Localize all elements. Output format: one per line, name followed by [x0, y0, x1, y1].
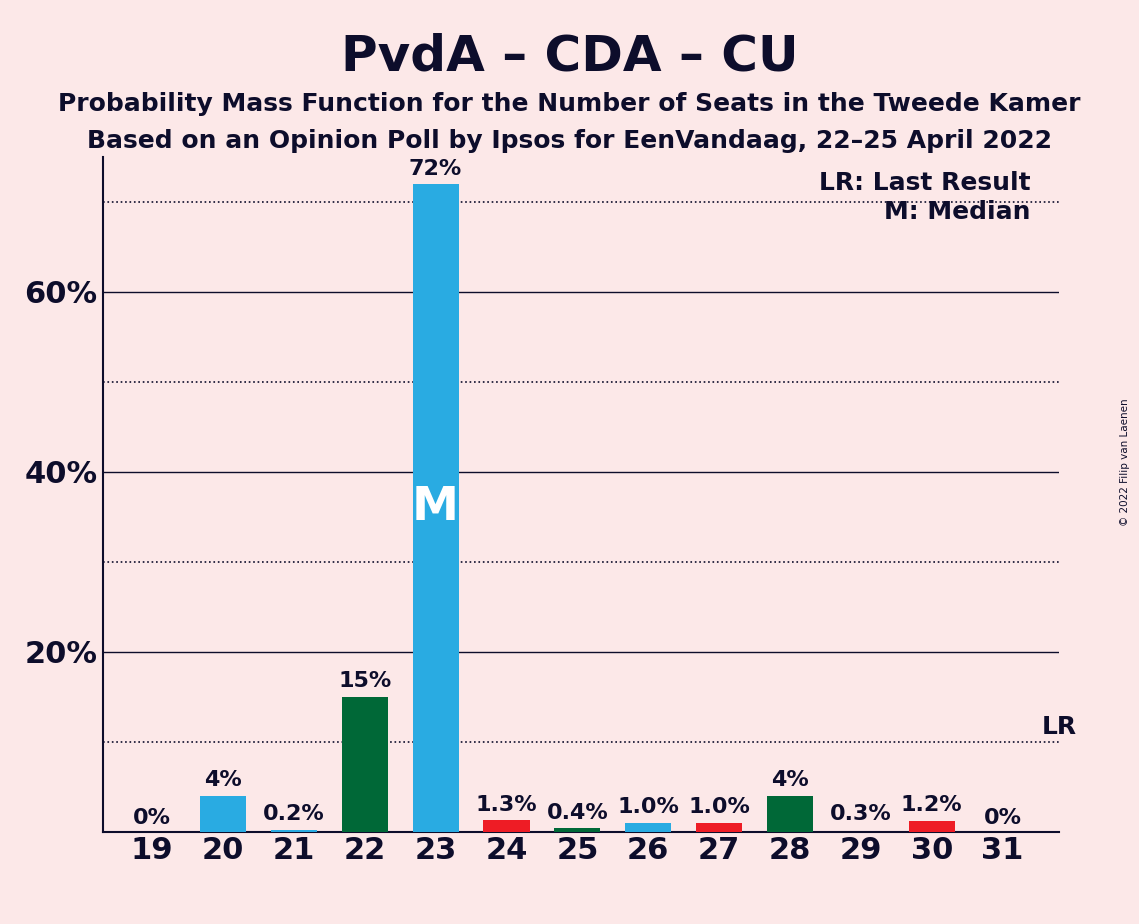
Text: PvdA – CDA – CU: PvdA – CDA – CU — [341, 32, 798, 80]
Text: 0.2%: 0.2% — [263, 805, 325, 824]
Text: M: Median: M: Median — [884, 201, 1031, 225]
Text: © 2022 Filip van Laenen: © 2022 Filip van Laenen — [1121, 398, 1130, 526]
Text: 1.3%: 1.3% — [476, 795, 538, 815]
Bar — [555, 828, 600, 832]
Bar — [342, 697, 387, 832]
Text: 4%: 4% — [771, 771, 809, 790]
Text: 1.0%: 1.0% — [688, 797, 749, 817]
Bar — [483, 820, 530, 832]
Text: 1.0%: 1.0% — [617, 797, 679, 817]
Bar — [412, 184, 459, 832]
Text: 0.3%: 0.3% — [830, 804, 892, 823]
Text: 0%: 0% — [133, 808, 171, 828]
Text: Based on an Opinion Poll by Ipsos for EenVandaag, 22–25 April 2022: Based on an Opinion Poll by Ipsos for Ee… — [87, 129, 1052, 153]
Text: 15%: 15% — [338, 672, 392, 691]
Text: LR: Last Result: LR: Last Result — [819, 171, 1031, 195]
Bar — [767, 796, 813, 832]
Bar — [271, 830, 317, 832]
Text: Probability Mass Function for the Number of Seats in the Tweede Kamer: Probability Mass Function for the Number… — [58, 92, 1081, 116]
Text: 4%: 4% — [204, 771, 241, 790]
Bar — [625, 822, 671, 832]
Text: 0.4%: 0.4% — [547, 803, 608, 822]
Text: 0%: 0% — [984, 808, 1022, 828]
Text: LR: LR — [1041, 715, 1076, 739]
Bar — [696, 822, 743, 832]
Bar — [909, 821, 954, 832]
Text: M: M — [412, 485, 459, 530]
Bar — [200, 796, 246, 832]
Text: 1.2%: 1.2% — [901, 796, 962, 815]
Text: 72%: 72% — [409, 159, 462, 178]
